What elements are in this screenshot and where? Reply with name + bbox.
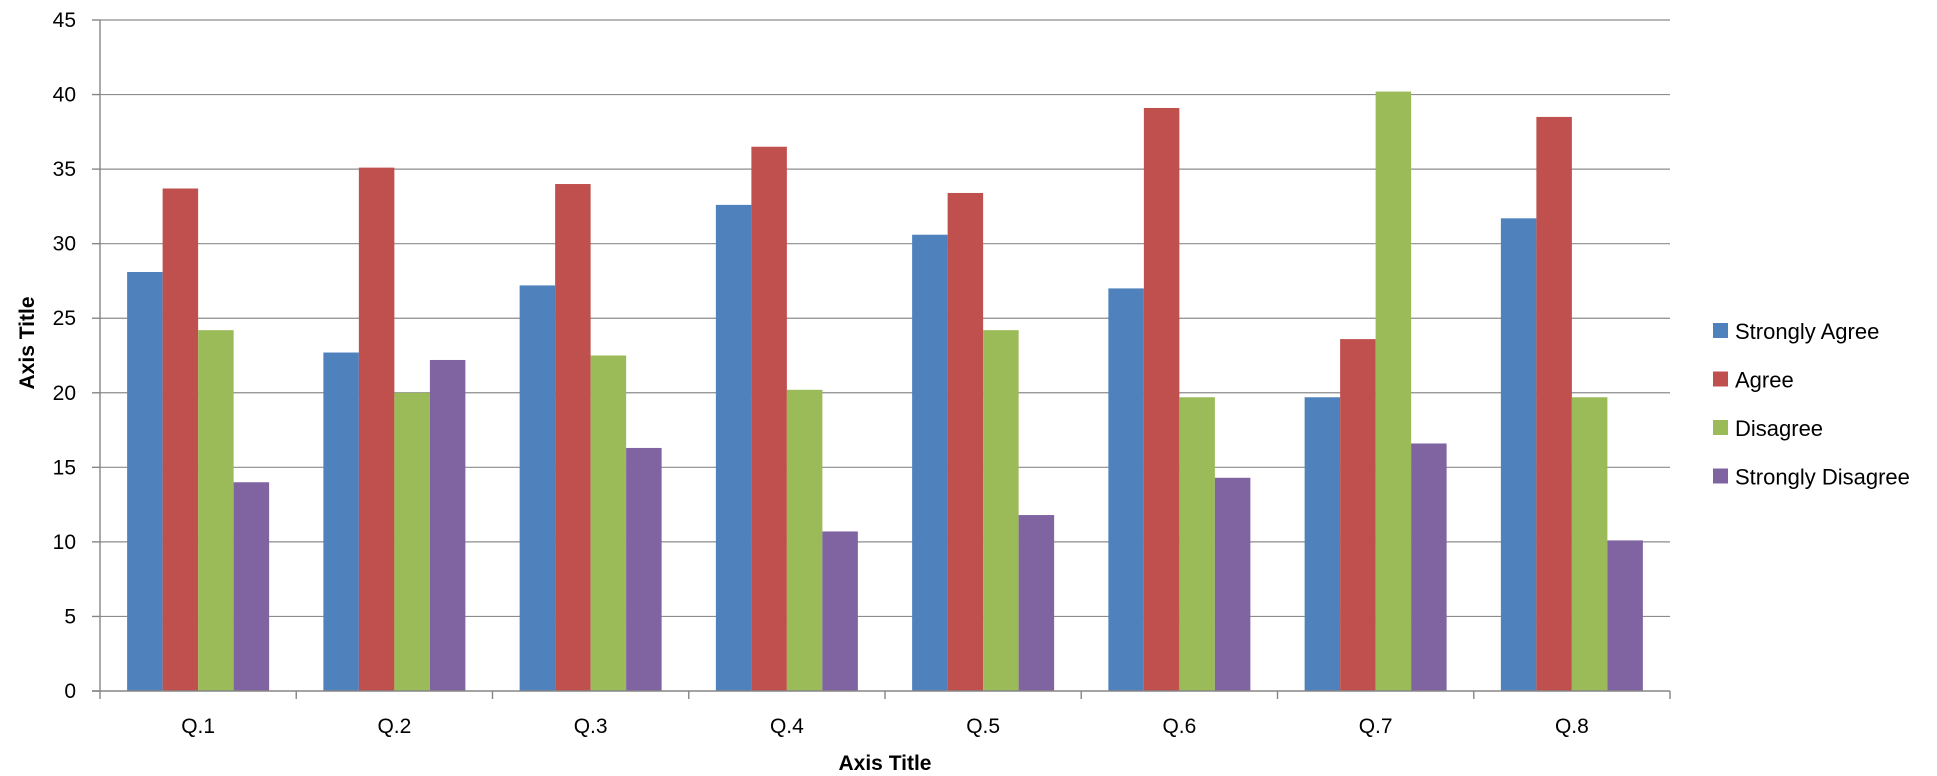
bar-agree (1143, 107, 1180, 691)
bar-strongly-agree (519, 285, 556, 691)
y-tick-label: 35 (53, 158, 76, 181)
legend-label: Strongly Agree (1735, 319, 1879, 344)
bar-agree (358, 167, 395, 691)
bar-agree (555, 184, 591, 691)
bars (127, 91, 1643, 692)
y-tick-label: 5 (64, 605, 76, 628)
x-tick-label: Q.2 (377, 715, 411, 738)
bar-disagree (590, 355, 627, 691)
y-tick-label: 40 (53, 84, 76, 107)
bar-agree (1536, 116, 1572, 691)
bar-disagree (1571, 397, 1608, 691)
bar-strongly-agree (1500, 218, 1537, 691)
bar-strongly-agree (715, 204, 752, 692)
bar-strongly-disagree (1214, 477, 1251, 691)
legend-swatch (1713, 420, 1728, 435)
bar-disagree (1375, 91, 1412, 691)
bar-strongly-agree (323, 352, 359, 691)
bar-strongly-agree (127, 271, 163, 691)
axes (92, 19, 1671, 699)
x-tick-label: Q.6 (1162, 715, 1196, 738)
x-tick-label: Q.5 (966, 715, 1000, 738)
legend-swatch (1713, 323, 1728, 338)
bar-strongly-disagree (1018, 515, 1055, 691)
y-tick-label: 10 (53, 531, 76, 554)
y-tick-label: 30 (53, 233, 76, 256)
bar-strongly-disagree (1607, 540, 1643, 691)
bar-disagree (983, 330, 1019, 691)
legend-swatch (1713, 468, 1728, 484)
bar-disagree (1179, 397, 1215, 691)
y-tick-label: 45 (53, 9, 76, 32)
bar-strongly-disagree (626, 447, 662, 691)
legend: Strongly Agree Agree Disagree Strongly Disa… (1713, 319, 1910, 490)
bar-agree (751, 146, 787, 691)
x-tick-label: Q.7 (1359, 715, 1393, 738)
x-tick-label: Q.8 (1555, 715, 1589, 738)
bar-agree (1340, 339, 1376, 691)
bar-disagree (786, 389, 823, 691)
bar-disagree (198, 330, 234, 691)
bar-strongly-agree (1304, 397, 1341, 691)
bar-strongly-disagree (1411, 443, 1447, 691)
y-tick-labels: 0 5 10 15 20 25 30 35 40 45 (53, 9, 76, 703)
x-tick-label: Q.1 (181, 715, 215, 738)
y-tick-label: 20 (53, 382, 76, 405)
x-axis-title: Axis Title (839, 752, 932, 775)
x-tick-label: Q.4 (770, 715, 804, 738)
legend-label: Disagree (1735, 416, 1823, 441)
x-tick-label: Q.3 (574, 715, 608, 738)
bar-agree (947, 192, 984, 692)
legend-label: Strongly Disagree (1735, 465, 1910, 490)
bar-strongly-agree (1108, 288, 1144, 691)
legend-label: Agree (1735, 368, 1794, 393)
bar-strongly-disagree (822, 531, 858, 691)
bar-agree (162, 188, 199, 692)
bar-strongly-disagree (233, 482, 270, 691)
legend-swatch (1713, 371, 1728, 387)
bar-disagree (394, 392, 430, 691)
y-tick-label: 25 (53, 307, 76, 330)
bar-strongly-agree (912, 234, 948, 691)
x-tick-labels: Q.1 Q.2 Q.3 Q.4 Q.5 Q.6 Q.7 Q.8 (181, 715, 1589, 738)
y-axis-title: Axis Title (16, 297, 39, 390)
y-tick-label: 15 (53, 456, 76, 479)
bar-strongly-disagree (429, 359, 466, 691)
y-tick-label: 0 (64, 680, 76, 703)
